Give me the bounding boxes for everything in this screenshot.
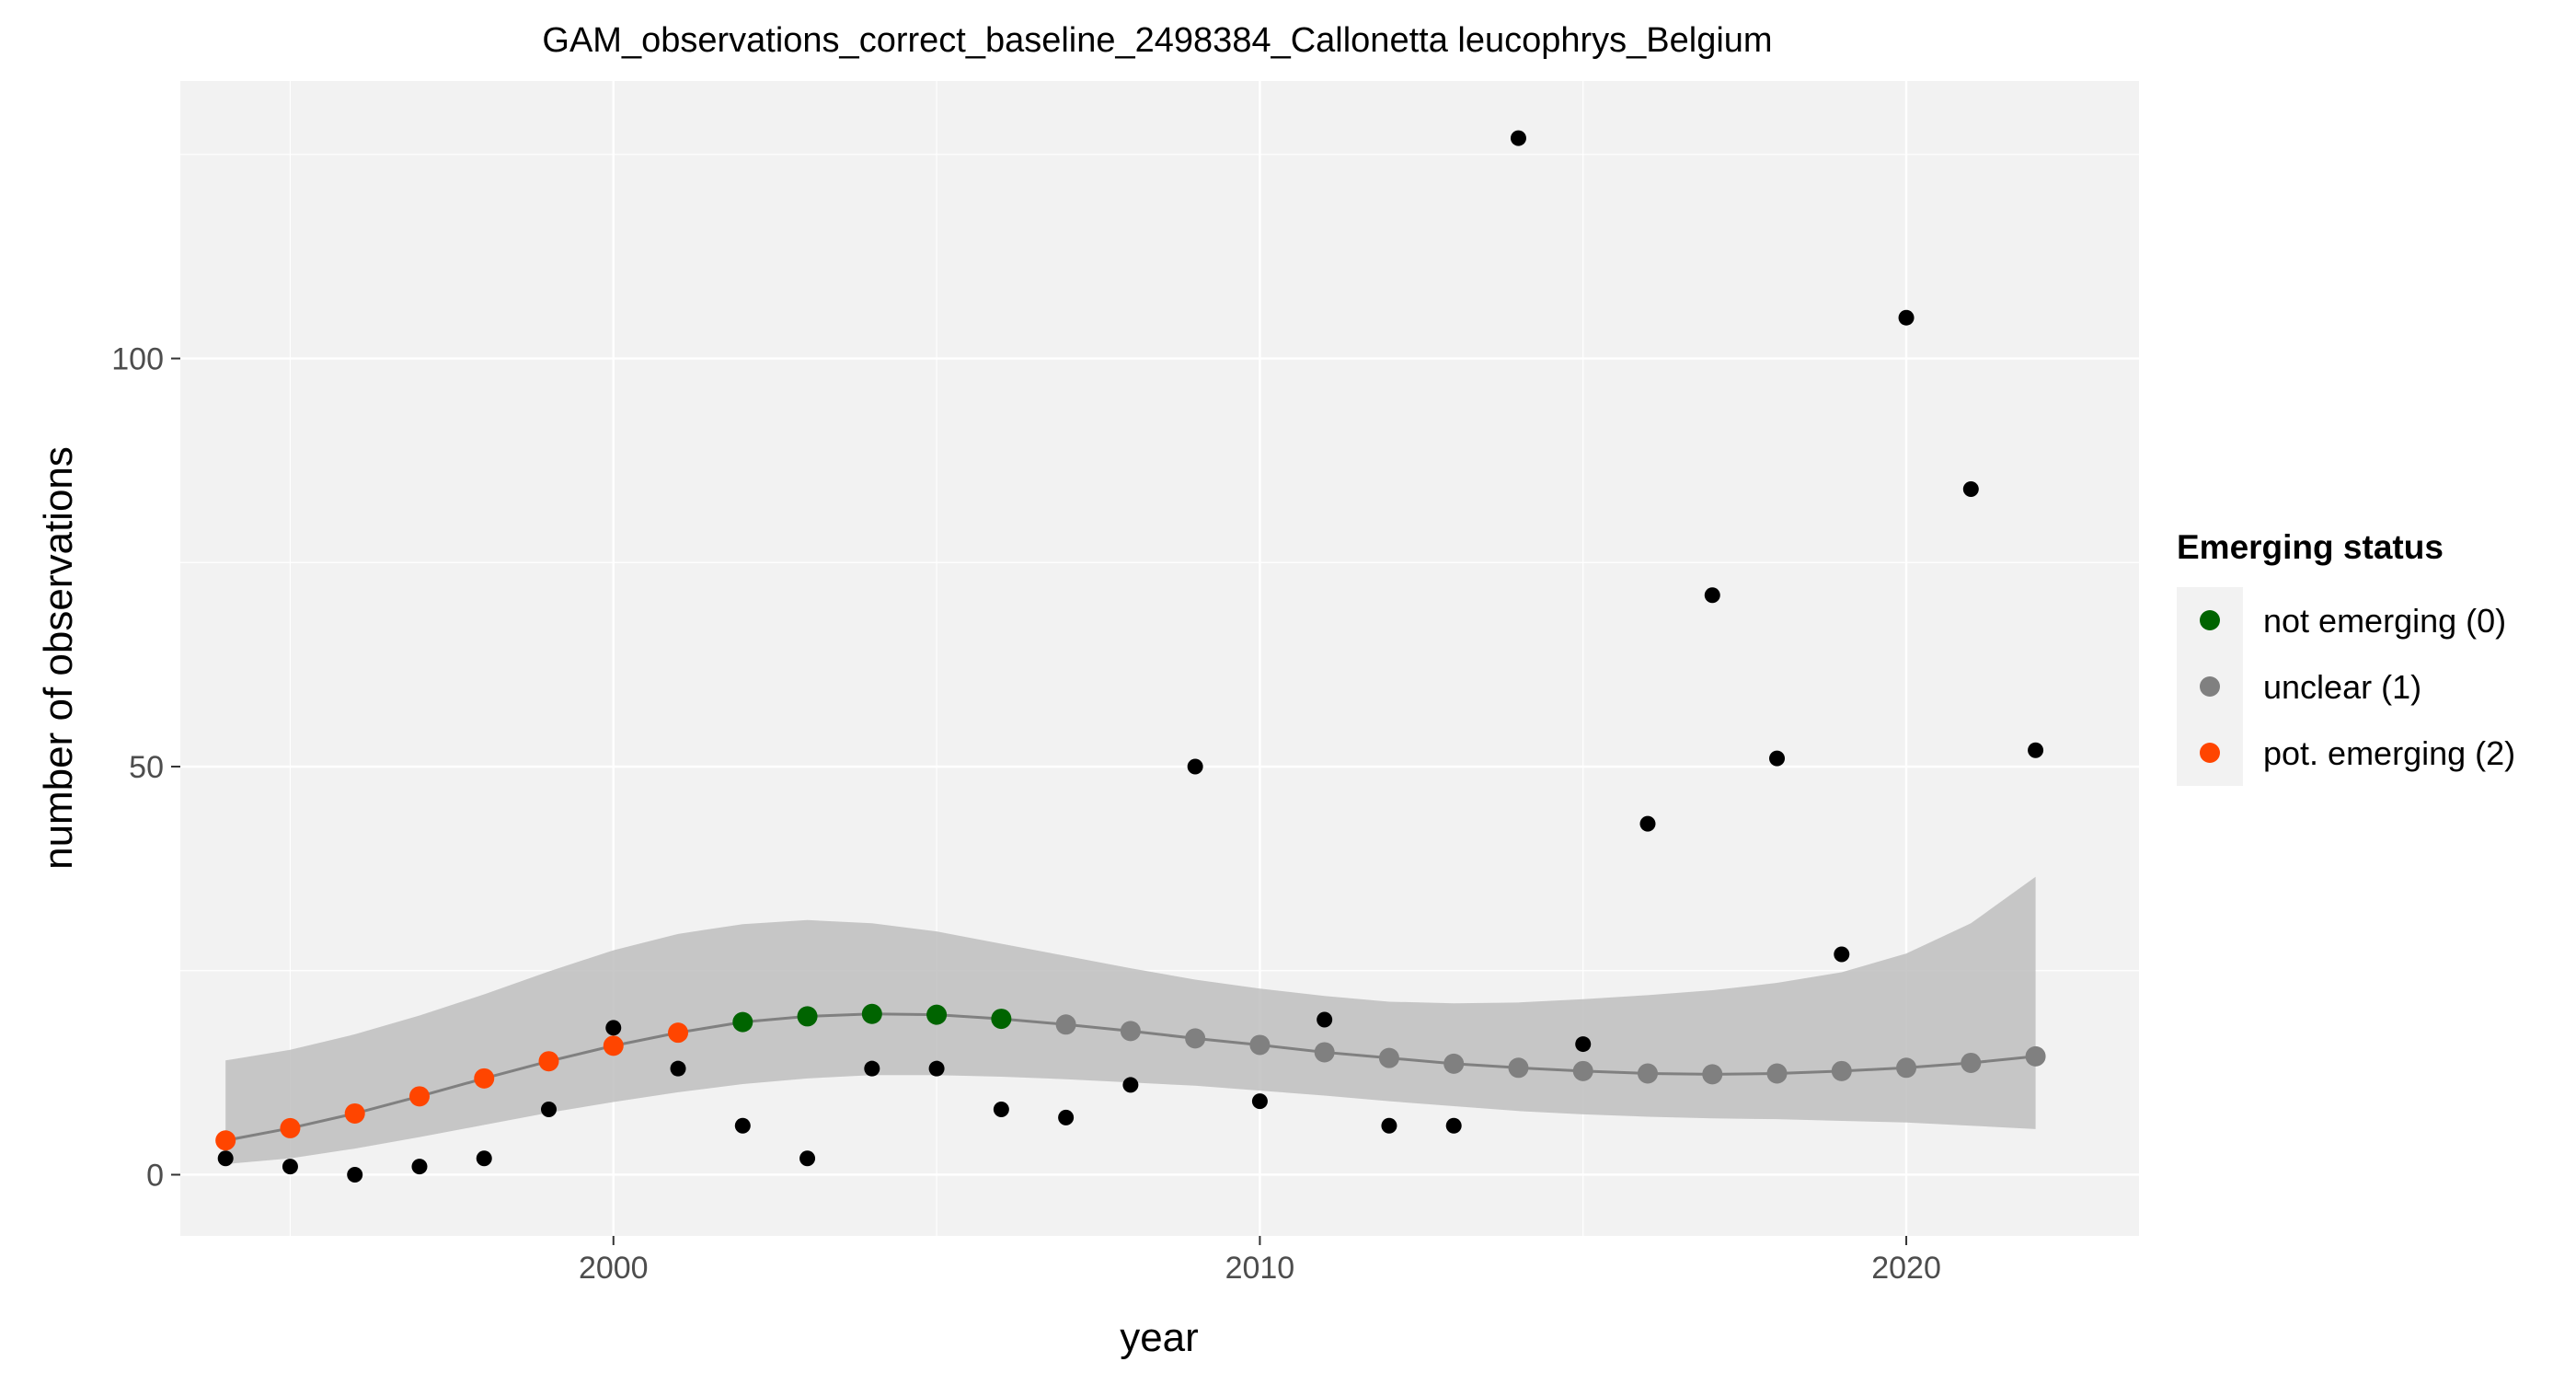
observation-point-1998 xyxy=(476,1150,492,1167)
legend-label-unclear: unclear (1) xyxy=(2263,668,2421,706)
x-tick-label-2: 2020 xyxy=(1871,1251,1941,1286)
gam-status-point-2020 xyxy=(1896,1057,1917,1079)
observation-point-1999 xyxy=(541,1102,558,1118)
y-axis: 0 50 100 xyxy=(111,342,180,1193)
x-tick-label-0: 2000 xyxy=(579,1251,649,1286)
observation-point-2022 xyxy=(2028,742,2044,758)
gam-status-point-2017 xyxy=(1702,1064,1723,1085)
observation-point-1996 xyxy=(347,1166,363,1183)
confidence-ribbon-layer xyxy=(225,876,2036,1164)
legend-title: Emerging status xyxy=(2177,528,2444,566)
gam-status-point-2011 xyxy=(1314,1042,1335,1063)
x-axis: 2000 2010 2020 xyxy=(579,1236,1941,1286)
observation-point-1997 xyxy=(411,1159,428,1175)
observation-point-2000 xyxy=(605,1020,622,1036)
gam-status-point-1996 xyxy=(344,1102,365,1124)
gam-status-point-2005 xyxy=(926,1004,948,1025)
gam-status-point-2009 xyxy=(1185,1028,1206,1049)
legend-label-pot-emerging: pot. emerging (2) xyxy=(2263,734,2515,772)
observation-point-2020 xyxy=(1898,309,1915,326)
observation-point-2016 xyxy=(1639,815,1656,832)
observation-point-2012 xyxy=(1381,1117,1397,1134)
gam-status-point-2007 xyxy=(1055,1014,1076,1035)
gam-status-point-1998 xyxy=(474,1068,495,1089)
gam-status-point-2001 xyxy=(668,1022,689,1044)
y-axis-title: number of observations xyxy=(36,446,81,870)
observation-point-1994 xyxy=(217,1150,234,1167)
gam-status-point-2013 xyxy=(1443,1053,1465,1074)
legend-key-pot-emerging xyxy=(2200,743,2220,763)
gam-status-point-1999 xyxy=(538,1051,559,1072)
observation-point-2014 xyxy=(1510,130,1526,146)
observation-point-2017 xyxy=(1704,587,1720,604)
observation-point-2011 xyxy=(1317,1011,1333,1028)
y-tick-label-1: 50 xyxy=(129,750,164,785)
gam-status-point-1994 xyxy=(215,1130,236,1151)
gam-status-point-2016 xyxy=(1637,1063,1658,1084)
gam-status-point-2019 xyxy=(1831,1060,1852,1081)
observation-point-2010 xyxy=(1251,1093,1268,1110)
x-axis-title: year xyxy=(1120,1315,1199,1360)
gam-status-point-2006 xyxy=(991,1009,1012,1030)
observation-point-2005 xyxy=(928,1060,945,1077)
gam-status-point-2021 xyxy=(1961,1052,1982,1073)
gam-status-point-2008 xyxy=(1120,1021,1141,1042)
observation-point-2009 xyxy=(1187,758,1203,775)
gam-status-point-2022 xyxy=(2025,1045,2046,1067)
observation-point-2003 xyxy=(799,1150,816,1167)
gam-status-point-2018 xyxy=(1766,1063,1788,1084)
confidence-ribbon xyxy=(225,876,2036,1164)
observation-point-2019 xyxy=(1834,946,1850,963)
legend-key-not-emerging xyxy=(2200,610,2220,630)
legend-label-not-emerging: not emerging (0) xyxy=(2263,602,2506,640)
observation-point-2006 xyxy=(993,1102,1009,1118)
x-tick-label-1: 2010 xyxy=(1225,1251,1295,1286)
y-tick-label-2: 100 xyxy=(111,342,164,377)
observation-point-2018 xyxy=(1769,750,1786,767)
observation-point-1995 xyxy=(282,1159,298,1175)
gam-status-point-2002 xyxy=(732,1011,753,1033)
legend: Emerging status not emerging (0) unclear… xyxy=(2177,528,2515,786)
y-tick-label-0: 0 xyxy=(146,1158,164,1193)
observation-points-layer xyxy=(217,130,2044,1183)
gam-status-point-2015 xyxy=(1572,1060,1593,1081)
gam-status-point-2012 xyxy=(1378,1047,1399,1068)
observation-point-2002 xyxy=(734,1117,751,1134)
observation-point-2021 xyxy=(1962,480,1979,497)
observation-point-2013 xyxy=(1445,1117,1462,1134)
gam-status-point-1997 xyxy=(408,1086,430,1107)
gam-status-point-2014 xyxy=(1508,1057,1529,1079)
observation-point-2004 xyxy=(864,1060,880,1077)
gam-status-point-2000 xyxy=(603,1035,624,1056)
gam-status-point-1995 xyxy=(280,1117,301,1138)
gam-status-point-2010 xyxy=(1249,1034,1271,1056)
observation-point-2001 xyxy=(670,1060,686,1077)
observation-point-2007 xyxy=(1058,1109,1075,1125)
chart-title: GAM_observations_correct_baseline_249838… xyxy=(542,21,1772,60)
legend-key-unclear xyxy=(2200,676,2220,697)
gam-status-point-2003 xyxy=(797,1006,818,1027)
grid-minor xyxy=(180,81,2139,1236)
observation-point-2015 xyxy=(1575,1036,1592,1053)
gam-status-points-layer xyxy=(215,1003,2046,1151)
gam-status-point-2004 xyxy=(861,1003,882,1024)
observation-point-2008 xyxy=(1122,1077,1139,1093)
